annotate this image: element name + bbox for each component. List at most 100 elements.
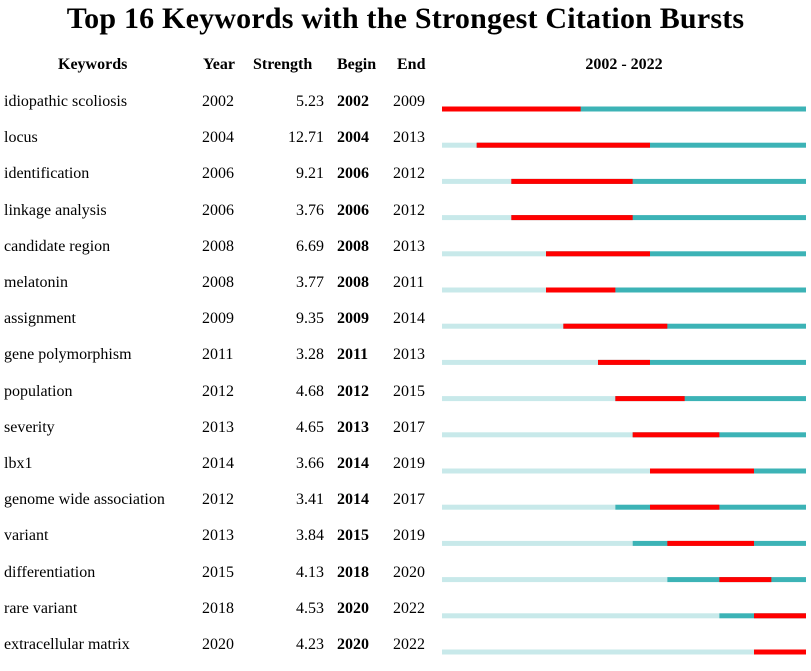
table-row: variant 2013 3.84 2015 2019 [0, 526, 811, 562]
header-year: Year [203, 56, 235, 73]
end-cell: 2022 [393, 599, 425, 617]
table-row: genome wide association 2012 3.41 2014 2017 [0, 490, 811, 526]
strength-cell: 4.13 [296, 563, 324, 581]
keyword-label: linkage analysis [4, 201, 107, 219]
end-cell: 2009 [393, 93, 425, 110]
header-end: End [397, 56, 426, 73]
inactive-period-bar [442, 396, 616, 402]
burst-bar [563, 323, 668, 329]
inactive-period-bar [442, 251, 546, 257]
begin-cell: 2002 [337, 93, 369, 110]
table-row: candidate region 2008 6.69 2008 2013 [0, 237, 811, 273]
begin-cell: 2012 [337, 382, 369, 400]
inactive-period-bar [442, 540, 633, 546]
strength-cell: 12.71 [288, 129, 324, 147]
end-cell: 2014 [393, 310, 425, 328]
begin-cell: 2014 [337, 455, 369, 472]
inactive-period-bar [442, 613, 720, 619]
active-period-bar [598, 359, 806, 365]
keyword-label: identification [4, 165, 90, 183]
strength-cell: 4.65 [296, 418, 324, 436]
year-cell: 2008 [202, 274, 234, 291]
inactive-period-bar [442, 287, 546, 293]
strength-cell: 4.53 [296, 599, 324, 617]
end-cell: 2012 [393, 201, 425, 219]
end-cell: 2012 [393, 165, 425, 183]
burst-bar [615, 396, 685, 402]
end-cell: 2017 [393, 491, 425, 509]
burst-bar [667, 540, 754, 546]
burst-bar [754, 613, 806, 619]
strength-cell: 9.35 [296, 310, 324, 328]
end-cell: 2020 [393, 563, 425, 581]
burst-bar [598, 359, 650, 365]
header-keywords: Keywords [58, 56, 128, 73]
end-cell: 2011 [393, 274, 425, 291]
burst-bar [546, 251, 650, 257]
table-row: rare variant 2018 4.53 2020 2022 [0, 599, 811, 635]
burst-bar [650, 468, 754, 474]
burst-bar [632, 432, 720, 438]
inactive-period-bar [442, 323, 564, 329]
keyword-label: differentiation [4, 563, 96, 581]
year-cell: 2013 [202, 418, 234, 436]
strength-cell: 5.23 [296, 93, 324, 110]
end-cell: 2019 [393, 527, 425, 545]
inactive-period-bar [442, 432, 633, 438]
table-row: population 2012 4.68 2012 2015 [0, 382, 811, 418]
strength-cell: 9.21 [296, 165, 324, 183]
strength-cell: 3.76 [296, 201, 324, 219]
year-cell: 2012 [202, 491, 234, 509]
end-cell: 2017 [393, 418, 425, 436]
table-row: severity 2013 4.65 2013 2017 [0, 418, 811, 454]
begin-cell: 2015 [337, 527, 369, 545]
inactive-period-bar [442, 504, 616, 510]
year-cell: 2013 [202, 527, 234, 545]
table-row: lbx1 2014 3.66 2014 2019 [0, 454, 811, 490]
header-strength: Strength [253, 56, 313, 73]
keyword-label: variant [4, 527, 49, 545]
chart-title: Top 16 Keywords with the Strongest Citat… [66, 2, 745, 35]
begin-cell: 2009 [337, 310, 369, 328]
strength-cell: 3.66 [296, 455, 324, 472]
year-cell: 2012 [202, 382, 234, 400]
begin-cell: 2014 [337, 491, 369, 509]
table-row: melatonin 2008 3.77 2008 2011 [0, 273, 811, 309]
inactive-period-bar [442, 178, 512, 184]
burst-bar [511, 215, 633, 221]
begin-cell: 2008 [337, 274, 369, 291]
burst-bar [511, 178, 633, 184]
header-begin: Begin [337, 56, 377, 73]
table-row: linkage analysis 2006 3.76 2006 2012 [0, 201, 811, 237]
strength-cell: 3.28 [296, 346, 324, 364]
begin-cell: 2020 [337, 636, 369, 653]
year-cell: 2006 [202, 201, 234, 219]
strength-cell: 3.84 [296, 527, 324, 545]
table-row: assignment 2009 9.35 2009 2014 [0, 309, 811, 345]
keyword-label: population [4, 382, 73, 400]
active-period-bar [546, 287, 806, 293]
active-period-bar [511, 178, 806, 184]
begin-cell: 2018 [337, 563, 369, 581]
year-cell: 2018 [202, 599, 234, 617]
keyword-label: gene polymorphism [4, 346, 132, 364]
table-row: identification 2006 9.21 2006 2012 [0, 164, 811, 200]
keyword-label: locus [4, 129, 38, 147]
inactive-period-bar [442, 142, 477, 148]
end-cell: 2013 [393, 237, 425, 255]
active-period-bar [442, 106, 806, 112]
burst-bar [719, 577, 772, 583]
begin-cell: 2011 [337, 346, 369, 364]
strength-cell: 4.68 [296, 382, 324, 400]
active-period-bar [511, 215, 806, 221]
strength-cell: 3.77 [296, 274, 324, 291]
table-row: gene polymorphism 2011 3.28 2011 2013 [0, 345, 811, 381]
year-cell: 2011 [202, 346, 234, 364]
keyword-label: rare variant [4, 599, 78, 617]
year-cell: 2002 [202, 93, 234, 110]
header-timeline-range: 2002 - 2022 [585, 56, 663, 73]
inactive-period-bar [442, 359, 598, 365]
keyword-label: melatonin [4, 274, 68, 291]
begin-cell: 2004 [337, 129, 369, 147]
year-cell: 2009 [202, 310, 234, 328]
